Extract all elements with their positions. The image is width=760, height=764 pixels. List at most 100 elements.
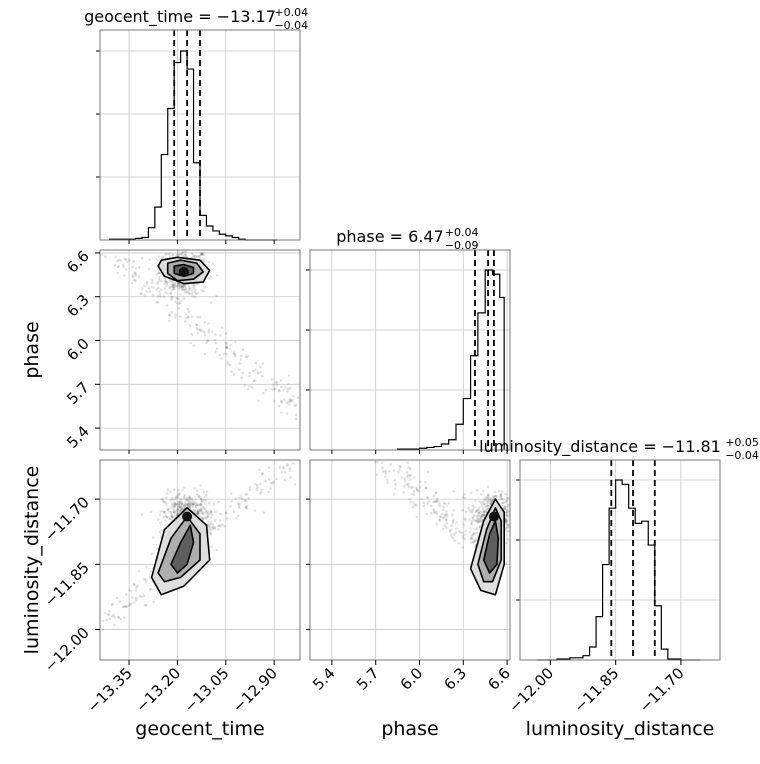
sample-point: [470, 541, 473, 544]
sample-point: [468, 518, 471, 521]
sample-point: [194, 506, 198, 509]
sample-point: [168, 254, 172, 258]
sample-point: [158, 279, 161, 282]
sample-point: [221, 326, 224, 330]
sample-point: [463, 538, 467, 541]
sample-point: [258, 468, 261, 472]
contour-level-3: [170, 524, 195, 574]
x-tick-label: −13.05: [181, 664, 233, 716]
sample-point: [104, 255, 107, 259]
sample-point: [486, 499, 489, 502]
sample-point: [409, 478, 412, 481]
sample-point: [433, 511, 436, 515]
sample-point: [436, 497, 439, 501]
sample-point: [186, 307, 190, 311]
sample-point: [202, 512, 205, 516]
sample-point: [435, 499, 438, 503]
sample-point: [183, 486, 186, 490]
pair-panel-geocent_time-luminosity_distance: [100, 460, 300, 660]
sample-point: [482, 510, 485, 514]
sample-point: [147, 267, 151, 271]
sample-point: [197, 495, 201, 498]
sample-point: [171, 253, 174, 256]
sample-point: [253, 509, 257, 513]
sample-point: [199, 511, 203, 514]
sample-point: [504, 526, 508, 530]
sample-point: [442, 527, 445, 531]
sample-point: [179, 500, 183, 504]
sample-point: [232, 373, 235, 376]
sample-point: [241, 371, 245, 375]
sample-point: [238, 368, 241, 371]
sample-point: [198, 254, 202, 258]
y-tick-label: −11.85: [41, 558, 93, 610]
sample-point: [239, 354, 243, 358]
sample-point: [182, 297, 186, 300]
sample-point: [453, 539, 456, 542]
sample-point: [472, 541, 475, 544]
sample-point: [400, 476, 403, 479]
sample-point: [260, 488, 264, 491]
sample-point: [475, 489, 479, 492]
sample-point: [256, 370, 259, 374]
sample-point: [459, 531, 462, 534]
sample-point: [208, 512, 211, 515]
pair-frame: [99, 459, 301, 661]
sample-point: [481, 489, 485, 493]
sample-point: [291, 398, 294, 402]
sample-point: [233, 354, 237, 358]
sample-point: [446, 515, 449, 518]
sample-point: [196, 291, 199, 295]
sample-point: [505, 496, 509, 500]
sample-point: [461, 531, 464, 534]
sample-point: [506, 499, 509, 503]
sample-point: [221, 523, 224, 526]
sample-point: [504, 518, 508, 521]
sample-point: [196, 328, 199, 331]
sample-point: [209, 533, 212, 536]
sample-point: [409, 473, 412, 477]
sample-point: [384, 472, 388, 475]
sample-point: [407, 485, 411, 488]
sample-point: [271, 384, 275, 387]
sample-point: [168, 252, 171, 255]
sample-point: [463, 493, 466, 496]
sample-point: [196, 503, 200, 506]
sample-point: [412, 493, 416, 497]
sample-point: [192, 255, 196, 258]
sample-point: [162, 295, 166, 299]
sample-point: [135, 596, 138, 600]
sample-point: [480, 519, 484, 522]
sample-point: [116, 265, 119, 269]
sample-point: [178, 492, 182, 496]
sample-point: [161, 255, 165, 258]
sample-point: [187, 315, 190, 319]
sample-point: [451, 519, 455, 523]
sample-point: [288, 398, 291, 402]
sample-point: [160, 497, 164, 501]
sample-point: [495, 495, 499, 499]
sample-point: [474, 539, 477, 543]
sample-point: [473, 527, 477, 530]
sample-point: [287, 403, 291, 406]
sample-point: [450, 524, 453, 527]
sample-point: [262, 511, 266, 514]
sample-point: [442, 516, 446, 519]
sample-point: [209, 275, 213, 278]
sample-point: [200, 252, 204, 256]
sample-point: [210, 521, 213, 524]
sample-point: [474, 519, 478, 522]
sample-point: [171, 515, 174, 518]
sample-point: [132, 601, 136, 604]
sample-point: [175, 502, 178, 506]
sample-point: [482, 510, 486, 514]
sample-point: [124, 268, 128, 271]
sample-point: [181, 287, 185, 290]
sample-point: [126, 260, 129, 263]
sample-point: [490, 499, 494, 503]
sample-point: [202, 253, 205, 256]
sample-point: [479, 509, 482, 513]
sample-point: [170, 280, 173, 284]
sample-point: [449, 528, 453, 532]
